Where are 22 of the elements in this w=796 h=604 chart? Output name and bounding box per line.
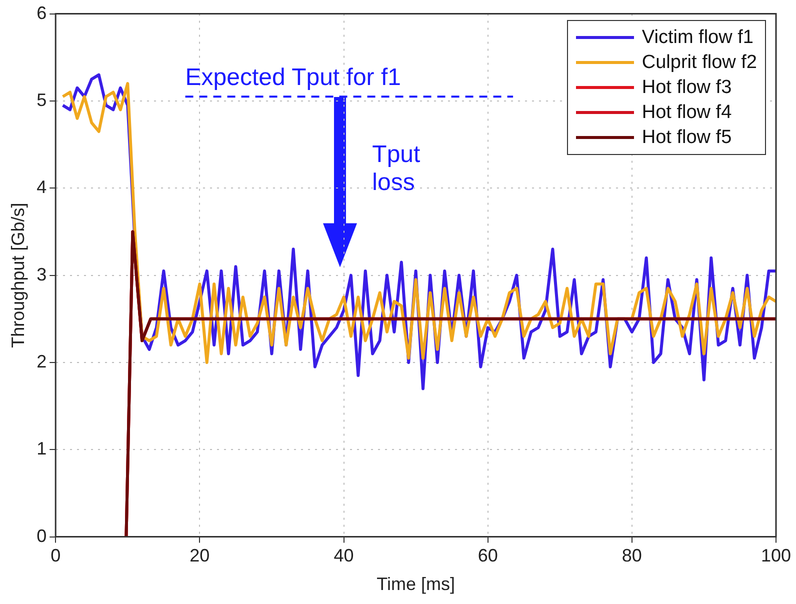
- x-tick-label: 80: [622, 546, 642, 566]
- legend-label: Hot flow f3: [642, 76, 732, 100]
- x-tick-label: 40: [334, 546, 354, 566]
- x-tick-label: 20: [190, 546, 210, 566]
- legend-label: Hot flow f5: [642, 126, 732, 150]
- x-tick-label: 60: [478, 546, 498, 566]
- legend-label: Victim flow f1: [642, 26, 754, 50]
- y-tick-label: 4: [36, 177, 47, 198]
- x-tick-label: 0: [50, 546, 61, 566]
- y-tick-label: 2: [36, 351, 47, 372]
- x-tick-label: 100: [760, 546, 792, 566]
- y-axis-title: Throughput [Gb/s]: [8, 202, 28, 348]
- ref-line-label: Expected Tput for f1: [185, 64, 401, 92]
- y-tick-label: 1: [36, 438, 47, 459]
- legend-label: Culprit flow f2: [642, 50, 757, 75]
- annotation: Tput loss: [372, 140, 422, 198]
- x-axis-title: Time [ms]: [376, 574, 455, 594]
- legend-label: Hot flow f4: [642, 100, 732, 125]
- y-tick-label: 6: [36, 2, 47, 23]
- y-tick-label: 5: [36, 90, 47, 110]
- y-tick-label: 0: [36, 526, 47, 546]
- y-tick-label: 3: [36, 264, 47, 284]
